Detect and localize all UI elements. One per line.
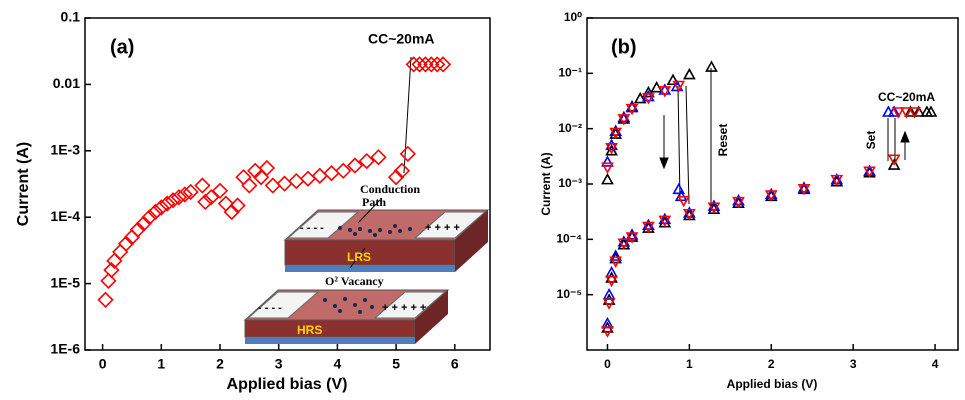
y-tick-label: 1E-4 [50, 208, 80, 224]
data-point [213, 184, 227, 198]
annotation: CC~20mA [878, 90, 935, 104]
data-point [684, 70, 694, 79]
data-point [99, 293, 113, 307]
annotation: O² Vacancy [325, 274, 384, 288]
annotation: Path [362, 195, 386, 209]
plus-signs: + + + + + [382, 302, 426, 314]
data-point [313, 169, 327, 183]
data-point [602, 175, 612, 184]
data-point [195, 179, 209, 193]
y-axis-label: Current (A) [539, 152, 553, 215]
x-tick-label: 6 [451, 356, 459, 372]
y-tick-label: 1E-6 [50, 341, 80, 357]
data-point [607, 277, 617, 286]
figure: - - - - + + + + - - - - + + + + + (a) CC… [0, 0, 965, 400]
x-axis-label: Applied bias (V) [227, 376, 348, 393]
y-tick-label: 1E-3 [50, 142, 80, 158]
y-tick-label: 10⁻⁴ [556, 232, 582, 246]
data-point [236, 170, 250, 184]
x-tick-label: 0 [99, 356, 107, 372]
x-tick-label: 1 [686, 357, 693, 371]
annotation: Reset [716, 124, 730, 157]
y-tick-label: 10⁰ [564, 10, 582, 24]
data-point [679, 197, 689, 206]
annotation: HRS [297, 323, 322, 337]
y-tick-label: 10⁻¹ [558, 66, 582, 80]
x-tick-label: 4 [333, 356, 341, 372]
y-tick-label: 0.01 [53, 75, 80, 91]
data-point [242, 179, 256, 193]
panel-label: (a) [110, 36, 134, 58]
data-point [278, 177, 292, 191]
x-tick-label: 3 [850, 357, 857, 371]
x-axis-label: Applied bias (V) [727, 377, 818, 391]
x-tick-label: 0 [604, 357, 611, 371]
data-point [113, 245, 127, 259]
inset-schematic: - - - - + + + + - - - - + + + + + [245, 200, 488, 344]
minus-signs: - - - - [258, 302, 282, 314]
y-axis-label: Current (A) [15, 142, 32, 226]
data-point [301, 172, 315, 186]
x-tick-label: 4 [932, 357, 939, 371]
annotation: CC~20mA [368, 31, 435, 47]
data-point [260, 161, 274, 175]
data-point [289, 174, 303, 188]
jump-line [404, 57, 411, 173]
y-tick-label: 10⁻³ [558, 176, 582, 190]
data-point [602, 163, 612, 172]
data-point [401, 147, 415, 161]
minus-signs: - - - - [300, 222, 324, 234]
y-tick-label: 10⁻² [558, 121, 582, 135]
y-tick-label: 0.1 [61, 9, 81, 25]
data-point [266, 179, 280, 193]
y-tick-label: 1E-5 [50, 274, 80, 290]
annotation: Set [864, 131, 878, 150]
x-tick-label: 3 [275, 356, 283, 372]
x-tick-label: 1 [157, 356, 165, 372]
data-point [219, 197, 233, 211]
plus-signs: + + + + [425, 222, 460, 234]
x-tick-label: 2 [768, 357, 775, 371]
x-tick-label: 2 [216, 356, 224, 372]
annotation: LRS [347, 250, 371, 264]
annotation: Conduction [360, 182, 420, 196]
panel-label: (b) [611, 36, 637, 58]
plot-frame-b [587, 18, 958, 350]
y-tick-label: 10⁻⁵ [557, 287, 582, 301]
x-tick-label: 5 [392, 356, 400, 372]
data-point [325, 166, 339, 180]
